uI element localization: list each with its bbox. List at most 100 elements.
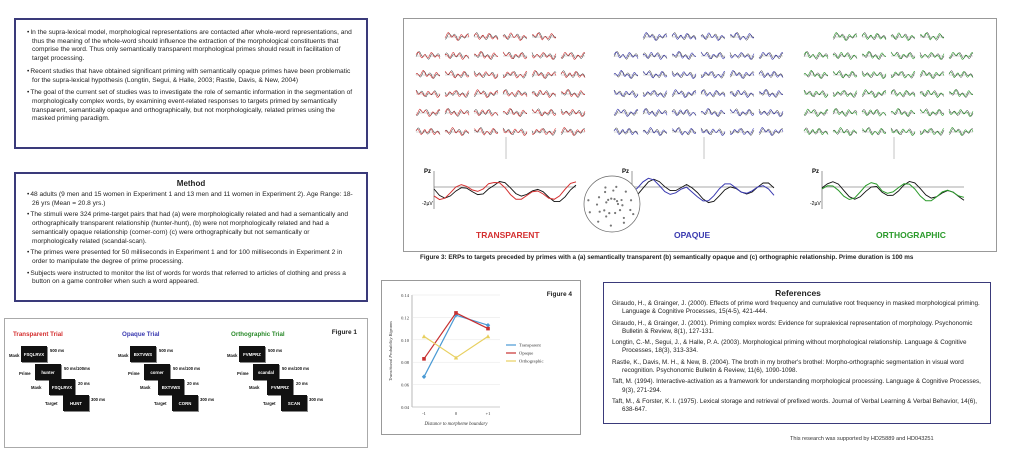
small-plot-wave <box>729 52 755 60</box>
figure4-chart: 0.04 0.06 0.08 0.10 0.12 0.14 -1 0 +1 Distance to… <box>388 293 544 427</box>
pz-label: Pz <box>812 169 819 175</box>
prime-screen: scandal <box>253 364 279 380</box>
head-map <box>583 175 641 233</box>
small-plot-wave <box>444 32 470 41</box>
electrode-dot <box>629 208 632 212</box>
small-plot-wave <box>803 127 829 135</box>
small-plot-wave <box>502 32 528 41</box>
target-label: Target <box>154 401 167 406</box>
small-plot-wave <box>700 108 726 117</box>
duration-label: 300 ms <box>91 397 106 402</box>
electrode-dot <box>614 211 617 215</box>
small-plot-wave <box>415 90 441 98</box>
small-plot-wave <box>613 128 639 135</box>
y-tick-label: 0.14 <box>401 293 410 298</box>
small-plot-wave <box>890 127 916 135</box>
small-plot-wave <box>502 71 528 79</box>
small-plot-wave <box>700 71 726 79</box>
electrode-dot <box>587 199 590 202</box>
small-plot-wave <box>758 70 784 78</box>
small-plot-wave <box>613 127 639 135</box>
small-plot-wave <box>502 108 527 117</box>
small-plot-wave <box>919 128 945 136</box>
small-plot-wave <box>502 71 528 79</box>
small-plot-wave <box>948 89 974 98</box>
blank-screen <box>184 410 210 426</box>
small-plot-wave <box>671 32 697 40</box>
small-plot-wave <box>832 108 858 116</box>
figure4-label: Figure 4 <box>546 291 572 298</box>
electrode-dot <box>598 210 601 213</box>
electrode-dot <box>613 198 616 201</box>
prime-screen: hunter <box>35 364 61 380</box>
small-plot-wave <box>671 71 697 79</box>
small-plot-wave <box>861 71 887 79</box>
references-box: References Giraudo, H., & Grainger, J. (… <box>603 282 991 424</box>
pz-wave <box>631 177 775 202</box>
small-plot-wave <box>832 90 858 98</box>
small-plot-wave <box>919 89 945 98</box>
duration-label: 500 ms <box>268 348 283 353</box>
small-plot-wave <box>832 52 858 60</box>
small-plot-wave <box>531 90 557 97</box>
data-point <box>485 323 491 328</box>
intro-bullet: The goal of the current set of studies w… <box>26 89 356 124</box>
small-plot-wave <box>890 108 915 117</box>
small-plot-wave <box>920 32 945 41</box>
figure4-box: Figure 4 0.04 0.06 0.08 0.10 0.12 0.14 -1 0 +1 Di… <box>381 280 581 435</box>
small-plot-wave <box>803 70 829 79</box>
small-plot-wave <box>832 32 858 41</box>
electrode-dot <box>609 224 612 227</box>
small-plot-wave <box>473 90 499 98</box>
small-plot-wave <box>948 128 974 136</box>
electrode-dot <box>597 220 600 223</box>
small-plot-wave <box>671 70 697 79</box>
small-plot-wave <box>473 128 499 136</box>
small-plot-wave <box>948 127 974 136</box>
small-plot-wave <box>803 51 829 60</box>
duration-label: 500 ms <box>50 348 65 353</box>
small-plot-wave <box>861 51 887 60</box>
small-plot-wave <box>758 89 784 98</box>
y-tick-label: 0.12 <box>401 315 409 320</box>
method-bullet: The stimuli were 324 prime-target pairs … <box>26 211 356 246</box>
pz-label: Pz <box>424 169 431 175</box>
small-plot-wave <box>502 108 528 117</box>
small-plot-wave <box>473 89 499 98</box>
pz-wave <box>433 181 577 201</box>
figure3-caption: Figure 3: ERPs to targets preceded by pr… <box>420 254 914 261</box>
pz-wave <box>631 178 775 204</box>
small-plot-wave <box>642 70 668 79</box>
duration-label: 500 ms <box>159 348 174 353</box>
small-plot-wave <box>700 127 726 135</box>
small-plot-wave <box>890 89 916 97</box>
target-screen: CORN <box>172 395 198 411</box>
duration-label: 300 ms <box>309 397 324 402</box>
small-plot-wave <box>415 109 441 116</box>
electrode-dot <box>624 190 627 193</box>
small-plot-wave <box>415 127 441 135</box>
small-plot-wave <box>473 33 499 40</box>
small-plot-wave <box>532 32 557 41</box>
small-plot-wave <box>861 33 887 40</box>
small-plot-wave <box>613 51 639 60</box>
small-plot-wave <box>861 89 887 98</box>
small-plot-wave <box>700 89 726 98</box>
electrode-dot <box>620 198 623 202</box>
data-point <box>453 355 459 360</box>
series-line <box>423 335 489 359</box>
small-plot-wave <box>473 70 499 79</box>
small-plot-wave <box>803 70 828 79</box>
target-screen: SCAN <box>281 395 307 411</box>
small-plot-wave <box>700 89 726 97</box>
small-plot-wave <box>560 89 586 97</box>
small-plot-wave <box>531 108 557 117</box>
small-plot-wave <box>531 128 557 136</box>
small-plot-wave <box>948 89 974 97</box>
electrode-dot <box>607 198 610 201</box>
reference-item: Taft, M. (1994). Interactive-activation … <box>612 378 981 394</box>
small-plot-wave <box>700 32 726 41</box>
pz-label: Pz <box>622 169 629 175</box>
mask-label: Mask <box>140 385 151 390</box>
small-plot-wave <box>502 51 528 60</box>
